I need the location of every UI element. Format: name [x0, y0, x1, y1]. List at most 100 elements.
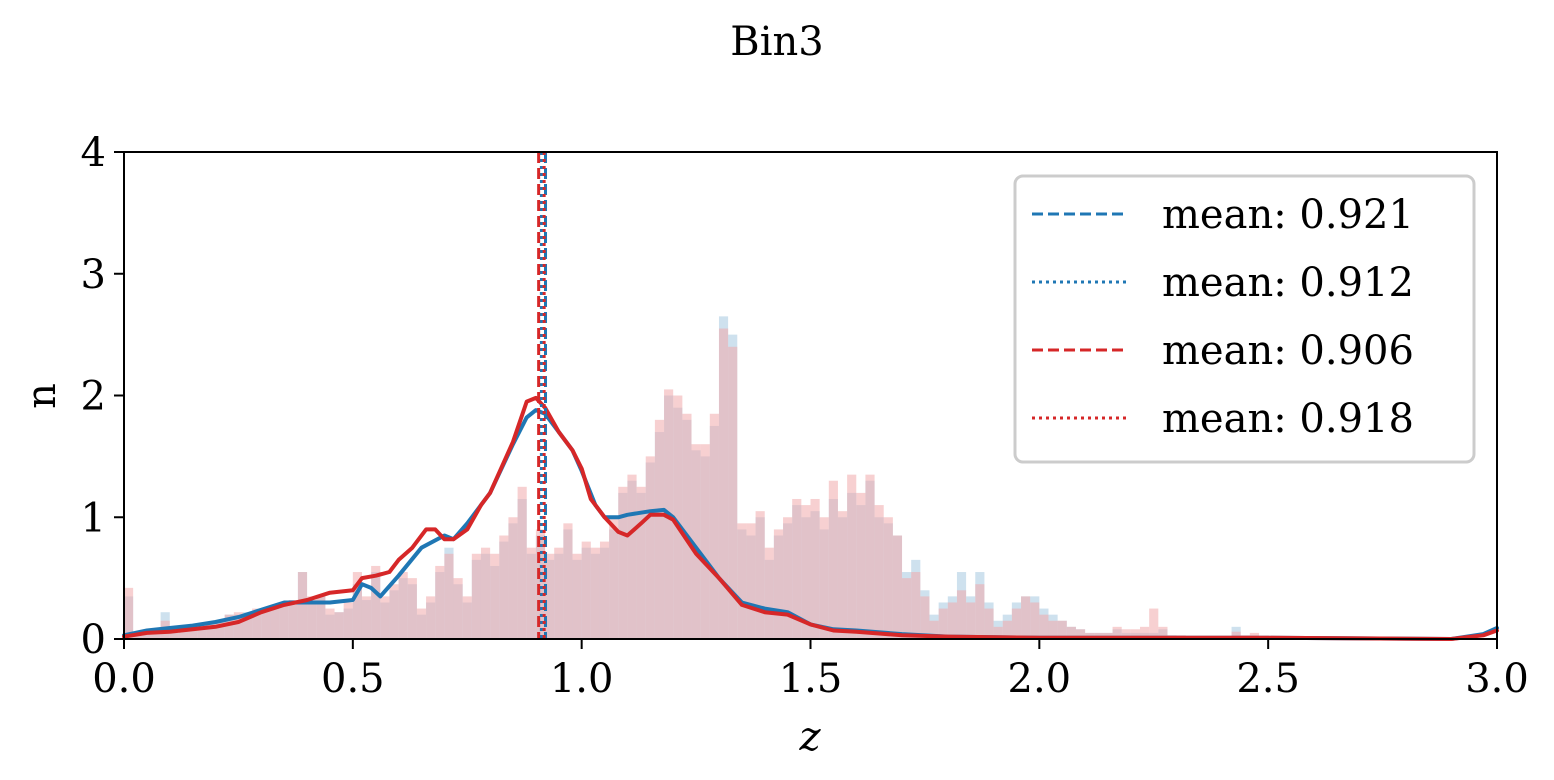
legend-label-1: mean: 0.912	[1162, 260, 1414, 306]
histogram-bar-red-68	[746, 523, 756, 639]
histogram-bar-red-96	[1002, 620, 1012, 639]
histogram-bar-red-39	[480, 547, 491, 639]
histogram-layer	[124, 316, 1314, 639]
y-tick-label: 0	[81, 617, 106, 663]
histogram-bar-red-73	[792, 498, 802, 639]
histogram-bar-red-62	[691, 444, 701, 639]
histogram-bar-red-67	[737, 523, 747, 639]
histogram-bar-red-121	[1231, 631, 1241, 639]
histogram-bar-red-99	[1030, 602, 1040, 639]
histogram-bar-red-102	[1057, 620, 1067, 639]
histogram-bar-red-23	[334, 612, 344, 639]
histogram-bar-red-29	[389, 584, 399, 639]
histogram-bar-red-103	[1066, 626, 1076, 639]
histogram-bar-red-48	[563, 523, 573, 639]
histogram-bar-red-10	[215, 620, 225, 639]
histogram-bar-red-24	[343, 602, 353, 639]
histogram-bar-red-66	[728, 346, 738, 639]
histogram-bar-red-58	[654, 419, 665, 639]
histogram-bar-red-49	[572, 553, 582, 639]
histogram-bar-red-32	[416, 608, 427, 639]
histogram-bar-red-80	[856, 492, 866, 639]
histogram-bar-red-110	[1130, 629, 1141, 639]
histogram-bar-red-16	[270, 604, 280, 639]
histogram-bar-red-18	[288, 600, 298, 639]
histogram-bar-red-30	[398, 572, 408, 639]
histogram-bar-red-42	[508, 517, 518, 639]
histogram-bar-red-81	[865, 474, 875, 639]
histogram-bar-red-17	[279, 602, 289, 639]
legend-box	[1013, 174, 1476, 464]
histogram-bar-red-37	[462, 596, 472, 639]
histogram-bar-red-12	[233, 612, 243, 639]
histogram-bar-red-57	[645, 456, 655, 639]
histogram-bar-red-97	[1011, 608, 1022, 639]
histogram-bar-red-70	[764, 547, 774, 639]
x-tick-label: 2.5	[1236, 656, 1300, 702]
histogram-bar-red-77	[828, 480, 838, 639]
x-tick-label: 0.5	[321, 656, 385, 702]
histogram-bar-red-95	[993, 626, 1003, 639]
histogram-bar-red-89	[938, 608, 948, 639]
density-curve-red	[122, 395, 1499, 641]
histogram-bar-red-85	[902, 578, 912, 639]
histogram-bar-red-109	[1121, 629, 1131, 639]
histogram-bar-red-65	[718, 328, 729, 639]
histogram-bar-red-113	[1158, 626, 1168, 639]
histogram-bar-red-19	[297, 572, 308, 639]
histogram-bar-red-6	[178, 626, 189, 639]
histogram-bar-red-55	[627, 474, 637, 639]
histogram-bar-red-5	[169, 632, 179, 639]
histogram-bar-red-72	[783, 517, 793, 639]
y-tick-label: 3	[81, 252, 106, 298]
x-tick-label: 3.0	[1465, 656, 1529, 702]
legend-label-2: mean: 0.906	[1162, 328, 1414, 374]
histogram-bar-red-91	[956, 590, 967, 639]
histogram-bar-red-41	[499, 535, 509, 639]
x-axis-label: z	[798, 714, 821, 760]
histogram-bar-red-44	[526, 547, 536, 639]
histogram-bar-red-11	[224, 614, 234, 639]
histogram-bar-red-27	[371, 565, 381, 639]
histogram-bar-red-34	[435, 565, 445, 639]
x-tick-label: 1.5	[779, 656, 843, 702]
x-axis-ticks: 0.0 0.5 1.0 1.5 2.0 2.5 3.0	[92, 639, 1529, 702]
histogram-bar-red-71	[773, 529, 784, 639]
x-tick-label: 1.0	[550, 656, 614, 702]
histogram-bar-red-13	[242, 614, 253, 639]
histogram-bar-red-3	[151, 632, 161, 639]
histogram-bar-red-88	[929, 620, 939, 639]
x-tick-label: 0.0	[92, 656, 156, 702]
histogram-bar-red-46	[545, 553, 555, 639]
histogram-bar-red-98	[1021, 596, 1031, 639]
legend: mean: 0.921 mean: 0.912 mean: 0.906 mean: 0…	[1013, 174, 1476, 464]
y-tick-label: 2	[81, 374, 106, 420]
histogram-bar-red-111	[1140, 626, 1150, 639]
histogram-bar-red-79	[847, 474, 857, 639]
histogram-bar-red-69	[755, 511, 765, 639]
histogram-bar-red-75	[810, 498, 820, 639]
histogram-bar-red-15	[261, 608, 271, 639]
histogram-bar-red-50	[581, 541, 591, 639]
legend-label-0: mean: 0.921	[1162, 192, 1414, 238]
mean-lines-layer	[537, 152, 548, 639]
y-axis-ticks: 0 1 2 3 4	[81, 130, 124, 663]
histogram-bar-red-52	[599, 541, 610, 639]
legend-label-3: mean: 0.918	[1162, 396, 1414, 442]
histogram-bar-red-22	[325, 608, 335, 639]
histogram-bar-red-86	[911, 572, 921, 639]
histogram-bar-red-20	[307, 596, 317, 639]
histogram-bar-red-40	[490, 553, 500, 639]
histogram-bar-red-43	[517, 486, 527, 639]
y-axis-label: n	[19, 383, 65, 409]
histogram-bar-red-53	[609, 517, 619, 639]
y-tick-label: 1	[81, 495, 106, 541]
histogram-bar-red-51	[590, 547, 600, 639]
chart-title: Bin3	[730, 19, 823, 65]
histogram-bar-red-14	[252, 608, 262, 639]
histogram-bar-red-92	[966, 602, 976, 639]
histogram-bar-red-87	[920, 596, 930, 639]
histogram-bar-red-38	[471, 553, 481, 639]
curve-layer	[122, 395, 1499, 641]
